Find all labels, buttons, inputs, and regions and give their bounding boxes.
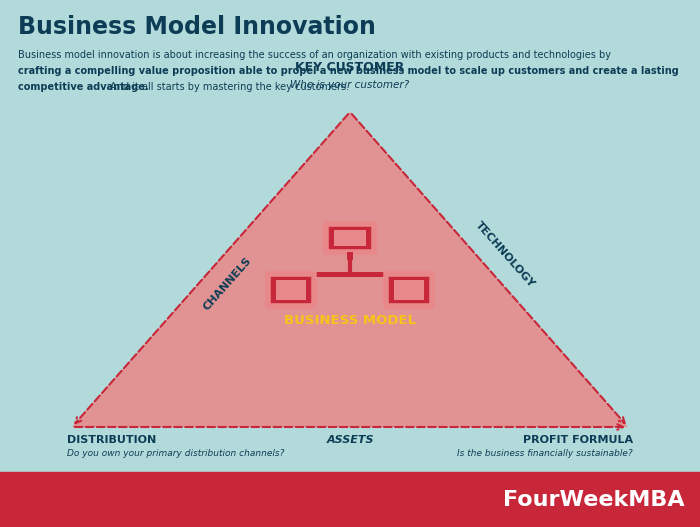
Bar — [386, 274, 432, 306]
Text: ASSETS: ASSETS — [326, 435, 374, 445]
Bar — [276, 280, 306, 300]
Text: DISTRIBUTION: DISTRIBUTION — [67, 435, 156, 445]
Text: PROFIT FORMULA: PROFIT FORMULA — [523, 435, 633, 445]
Text: And it all starts by mastering the key customers.: And it all starts by mastering the key c… — [107, 82, 349, 92]
Text: FourWeekMBA: FourWeekMBA — [503, 490, 685, 510]
Text: TECHNOLOGY: TECHNOLOGY — [474, 220, 537, 290]
Text: competitive advantage.: competitive advantage. — [18, 82, 148, 92]
Text: KEY CUSTOMER: KEY CUSTOMER — [295, 61, 405, 74]
Bar — [268, 274, 314, 306]
Bar — [310, 272, 390, 277]
Text: crafting a compelling value proposition able to propel a new business model to s: crafting a compelling value proposition … — [18, 66, 679, 76]
Text: Who is your customer?: Who is your customer? — [290, 80, 410, 90]
Bar — [326, 224, 374, 252]
Bar — [347, 252, 353, 260]
Bar — [0, 472, 700, 527]
Text: CHANNELS: CHANNELS — [202, 256, 253, 313]
Text: Do you own your primary distribution channels?: Do you own your primary distribution cha… — [67, 449, 284, 458]
Polygon shape — [72, 112, 628, 427]
Bar — [334, 230, 366, 246]
Bar — [394, 280, 424, 300]
Text: Business Model Innovation: Business Model Innovation — [18, 15, 376, 39]
Text: Is the business financially sustainable?: Is the business financially sustainable? — [457, 449, 633, 458]
Text: BUSINESS MODEL: BUSINESS MODEL — [284, 314, 416, 327]
Text: Business model innovation is about increasing the success of an organization wit: Business model innovation is about incre… — [18, 50, 611, 60]
